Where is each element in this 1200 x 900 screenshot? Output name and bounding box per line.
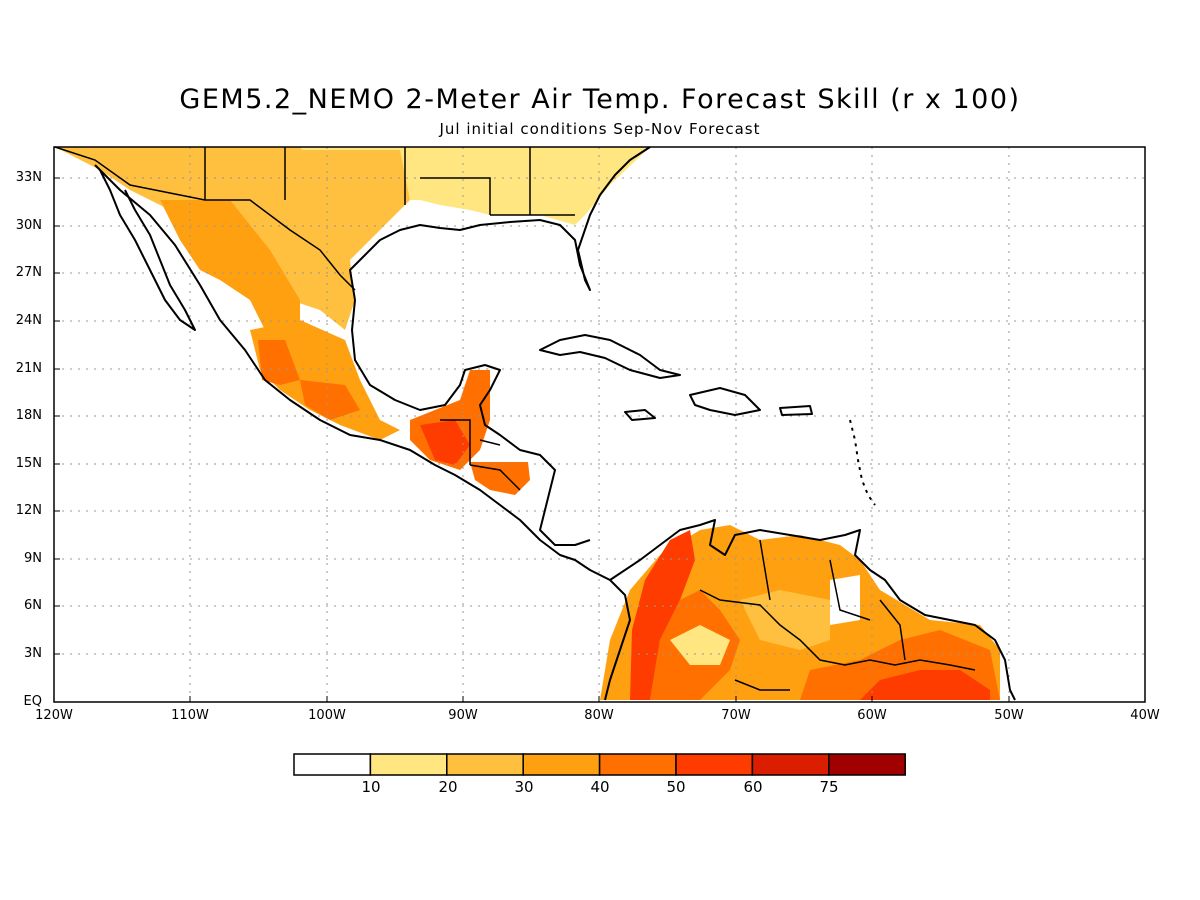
lat-tick-30n: 30N — [15, 218, 42, 233]
border-us-mexico — [54, 146, 356, 291]
skill-region-central-am-hot — [420, 420, 470, 465]
lat-tick-15n: 15N — [15, 456, 42, 471]
graticule — [54, 147, 1145, 702]
coast-baja — [99, 169, 196, 331]
coast-antilles — [849, 419, 876, 506]
lon-tick-60w: 60W — [857, 708, 887, 723]
border-central-am — [440, 419, 521, 491]
colorbar-swatch — [828, 753, 906, 776]
skill-region-mexico-hot — [258, 340, 300, 385]
coastlines — [94, 146, 1016, 701]
colorbar-label-75: 75 — [819, 778, 839, 796]
coast-mexico-pacific — [94, 164, 631, 701]
axis-ticks — [54, 177, 1010, 702]
skill-region-mexico-west — [160, 200, 300, 360]
colorbar-swatch — [293, 753, 372, 776]
lat-tick-24n: 24N — [15, 313, 42, 328]
skill-region-sa-east-hotter — [860, 670, 990, 700]
coast-hispaniola — [689, 387, 761, 416]
colorbar-swatch — [598, 753, 677, 776]
country-borders — [54, 146, 976, 691]
lat-tick-27n: 27N — [15, 265, 42, 280]
colorbar-swatch — [446, 753, 524, 776]
coast-gulf-us — [349, 146, 651, 301]
border-sa-countries — [699, 539, 976, 691]
coast-puerto-rico — [779, 405, 813, 416]
map-subtitle: Jul initial conditions Sep-Nov Forecast — [439, 120, 761, 138]
colorbar-label-50: 50 — [666, 778, 686, 796]
lat-tick-6n: 6N — [24, 598, 42, 613]
lat-tick-21n: 21N — [15, 361, 42, 376]
colorbar-label-30: 30 — [514, 778, 534, 796]
lon-tick-120w: 120W — [35, 708, 73, 723]
map-title: GEM5.2_NEMO 2-Meter Air Temp. Forecast S… — [179, 84, 1021, 115]
skill-region-honduras — [470, 462, 530, 495]
lon-tick-90w: 90W — [448, 708, 478, 723]
skill-shading — [55, 147, 1000, 700]
colorbar-swatch — [675, 753, 754, 776]
lon-tick-70w: 70W — [721, 708, 751, 723]
colorbar — [293, 753, 906, 776]
lat-tick-3n: 3N — [24, 646, 42, 661]
lat-tick-12n: 12N — [15, 503, 42, 518]
lon-tick-40w: 40W — [1130, 708, 1160, 723]
border-us-states — [204, 147, 575, 216]
coast-jamaica — [624, 409, 656, 421]
coast-mexico-gulf — [351, 299, 591, 546]
colorbar-label-20: 20 — [438, 778, 458, 796]
lon-tick-50w: 50W — [994, 708, 1024, 723]
skill-region-us-south — [55, 147, 650, 225]
skill-region-sa-west-hot — [630, 530, 695, 700]
coast-sa-north — [609, 519, 1016, 701]
lat-tick-9n: 9N — [24, 551, 42, 566]
colorbar-label-40: 40 — [590, 778, 610, 796]
skill-region-sa-yellow — [670, 625, 730, 665]
colorbar-swatch — [369, 753, 448, 776]
colorbar-label-60: 60 — [743, 778, 763, 796]
lon-tick-80w: 80W — [584, 708, 614, 723]
skill-region-guiana-white — [830, 575, 860, 625]
coast-cuba — [539, 334, 681, 379]
skill-region-sa-central — [740, 590, 830, 650]
colorbar-label-10: 10 — [361, 778, 381, 796]
lat-tick-18n: 18N — [15, 408, 42, 423]
lat-tick-eq: EQ — [23, 694, 42, 709]
lon-tick-100w: 100W — [308, 708, 346, 723]
skill-region-mexico-hot2 — [300, 380, 360, 420]
lat-tick-33n: 33N — [15, 170, 42, 185]
colorbar-swatch — [751, 753, 830, 776]
lon-tick-110w: 110W — [171, 708, 209, 723]
colorbar-swatch — [522, 753, 601, 776]
